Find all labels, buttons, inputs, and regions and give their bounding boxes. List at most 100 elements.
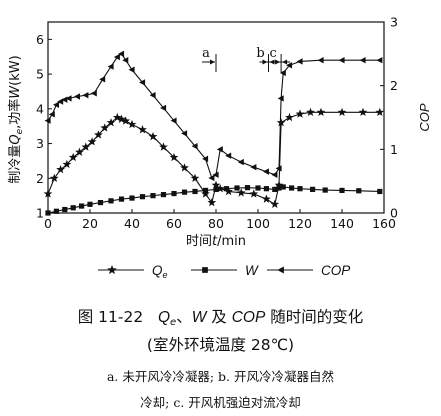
data-point-q xyxy=(112,112,122,122)
caption-w: W xyxy=(191,309,207,326)
y-left-label-w: W xyxy=(8,85,23,99)
series-line-cop xyxy=(47,53,380,179)
data-point-w xyxy=(70,205,76,211)
data-point-q xyxy=(159,142,168,151)
data-point-q xyxy=(127,119,137,129)
x-tick-label: 160 xyxy=(372,216,396,231)
data-point-cop xyxy=(279,69,286,77)
data-point-w xyxy=(322,187,328,193)
annotation-label-b: b xyxy=(256,46,264,61)
legend-label-name-cop: COP xyxy=(321,263,350,278)
data-point-q xyxy=(316,107,326,117)
x-tick-label: 60 xyxy=(166,216,182,231)
annotation-arrowhead-c xyxy=(275,59,281,65)
data-point-q xyxy=(215,184,225,193)
data-point-q xyxy=(68,152,78,162)
data-point-q xyxy=(121,116,131,125)
data-point-w xyxy=(234,185,240,191)
data-point-cop xyxy=(275,165,282,172)
y-left-tick-label: 2 xyxy=(36,171,44,186)
data-point-w xyxy=(377,188,383,195)
data-point-q xyxy=(75,147,84,156)
data-point-cop xyxy=(48,111,55,118)
data-point-w xyxy=(356,188,362,194)
legend-label-w: W xyxy=(245,263,259,278)
annotation-label-c: c xyxy=(269,46,276,61)
legend-label-cop: COP xyxy=(321,263,350,278)
legend-label-name-q: Q xyxy=(152,263,163,278)
data-point-cop xyxy=(208,174,215,182)
y-left-tick-label: 3 xyxy=(36,136,44,151)
data-point-q xyxy=(190,173,200,182)
chart: 0 20 40 60 80 100 120 140 1601234560123时间t/min制冷… xyxy=(7,15,432,281)
data-point-q xyxy=(276,118,286,127)
annotation-arrowhead-c xyxy=(282,59,288,65)
data-point-cop xyxy=(61,96,68,103)
data-point-w xyxy=(97,199,104,206)
data-point-q xyxy=(87,137,97,146)
legend: Qe W COP xyxy=(98,263,350,280)
legend-label-name-w: W xyxy=(245,263,259,278)
data-point-q xyxy=(358,107,368,117)
y-left-tick-label: 5 xyxy=(36,67,44,82)
caption-q-sub: e xyxy=(170,317,177,328)
data-point-cop xyxy=(139,79,146,86)
data-point-q xyxy=(249,189,259,198)
x-tick-label: 120 xyxy=(288,216,312,231)
data-point-w xyxy=(280,184,286,190)
data-point-w xyxy=(62,206,68,213)
x-axis-label-unit: /min xyxy=(217,234,246,249)
data-point-q xyxy=(62,159,72,169)
y-left-label-q: Q xyxy=(8,134,23,144)
figure-caption-title: 图 11-22 Qe、W 及 COP 随时间的变化 xyxy=(0,305,441,328)
data-point-q xyxy=(337,107,347,117)
annotation-arrowhead-b xyxy=(262,59,268,65)
x-tick-label: 40 xyxy=(124,216,140,231)
data-point-q xyxy=(49,173,59,182)
x-tick-label: 80 xyxy=(208,216,224,231)
legend-label-sub-q: e xyxy=(163,270,168,280)
data-point-q xyxy=(262,194,271,203)
data-point-q xyxy=(270,199,280,209)
data-point-cop xyxy=(113,53,120,61)
data-point-q xyxy=(295,109,305,118)
data-point-q xyxy=(138,125,147,134)
y-left-tick-label: 4 xyxy=(36,101,44,116)
data-point-cop xyxy=(82,92,89,99)
data-point-q xyxy=(81,142,91,151)
data-point-w xyxy=(79,203,85,209)
data-point-cop xyxy=(271,171,278,178)
data-point-w xyxy=(272,186,278,192)
x-tick-label: 100 xyxy=(246,216,270,231)
x-tick-label: 0 xyxy=(44,216,52,231)
data-point-w xyxy=(255,185,261,191)
data-point-cop xyxy=(263,168,269,175)
data-point-w xyxy=(150,193,156,199)
y-left-axis-label: 制冷量Qe,功率W(kW) xyxy=(7,55,25,183)
data-point-q xyxy=(201,189,210,198)
caption-and: 及 xyxy=(206,308,232,326)
data-point-q xyxy=(117,114,126,123)
data-point-w xyxy=(181,189,188,195)
data-point-cop xyxy=(202,155,209,163)
data-point-cop xyxy=(212,171,219,178)
data-point-cop xyxy=(149,92,156,99)
data-point-w xyxy=(223,186,230,192)
legend-marker-w xyxy=(202,267,208,273)
data-point-q xyxy=(169,152,179,162)
data-point-w xyxy=(87,201,93,207)
data-point-q xyxy=(274,180,284,189)
y-left-tick-label: 1 xyxy=(36,206,44,221)
y-right-tick-label: 3 xyxy=(390,15,398,30)
data-point-cop xyxy=(90,90,97,97)
data-point-w xyxy=(289,185,295,191)
data-point-cop xyxy=(359,57,366,64)
data-point-cop xyxy=(118,50,125,58)
data-point-q xyxy=(211,180,221,189)
data-point-q xyxy=(375,107,385,117)
data-point-q xyxy=(56,164,65,174)
data-point-w xyxy=(108,198,114,204)
annotation-arrowhead-b xyxy=(269,59,275,65)
data-point-cop xyxy=(250,163,257,171)
